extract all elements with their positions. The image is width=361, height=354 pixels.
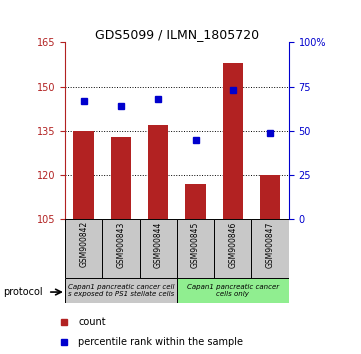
Bar [65,219,102,278]
Bar [148,125,169,219]
Text: Capan1 pancreatic cancer
cells only: Capan1 pancreatic cancer cells only [187,284,279,297]
Text: Capan1 pancreatic cancer cell
s exposed to PS1 stellate cells: Capan1 pancreatic cancer cell s exposed … [68,284,174,297]
Text: GSM900843: GSM900843 [117,221,125,268]
Bar [214,219,252,278]
Bar [177,219,214,278]
Text: protocol: protocol [4,287,43,297]
Bar [140,219,177,278]
Text: percentile rank within the sample: percentile rank within the sample [78,337,243,347]
Text: GSM900842: GSM900842 [79,221,88,268]
Text: GSM900847: GSM900847 [266,221,275,268]
Text: GSM900844: GSM900844 [154,221,163,268]
Bar [260,175,280,219]
Bar [111,137,131,219]
Text: GSM900846: GSM900846 [229,221,237,268]
Title: GDS5099 / ILMN_1805720: GDS5099 / ILMN_1805720 [95,28,259,41]
Text: GSM900845: GSM900845 [191,221,200,268]
Bar [223,63,243,219]
Bar [65,278,177,303]
Bar [73,131,94,219]
Bar [252,219,289,278]
Bar [102,219,140,278]
Bar [177,278,289,303]
Text: count: count [78,318,106,327]
Bar [185,184,206,219]
